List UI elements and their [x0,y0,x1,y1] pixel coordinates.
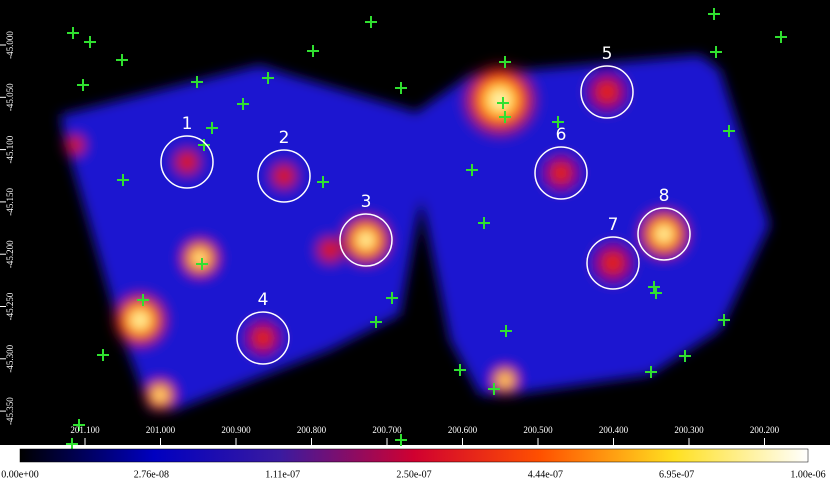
green-markers [66,8,787,450]
source-region [160,135,214,189]
x-tick-label: 201.000 [146,425,176,435]
marker-cross [386,292,398,304]
x-tick-label: 201.100 [70,425,100,435]
marker-cross [237,98,249,110]
source-label: 5 [602,44,613,64]
marker-cross [370,316,382,328]
colorbar-label: 1.11e-07 [265,469,300,480]
x-tick-label: 200.900 [221,425,251,435]
source-label: 3 [361,192,372,212]
marker-cross [196,258,208,270]
marker-cross [365,16,377,28]
source-region [580,65,634,119]
marker-cross [552,116,564,128]
marker-cross [466,164,478,176]
marker-cross [97,349,109,361]
source-region [586,236,640,290]
x-tick-label: 200.200 [750,425,780,435]
marker-cross [478,217,490,229]
marker-cross [262,72,274,84]
x-tick-label: 200.600 [448,425,478,435]
marker-cross [708,8,720,20]
y-tick-label: -45.200 [5,240,15,268]
colorbar-label: 6.95e-07 [659,469,694,480]
marker-cross [66,438,78,450]
y-tick-label: -45.250 [5,292,15,320]
y-tick-label: -45.000 [5,31,15,59]
marker-cross [497,97,509,109]
source-region [637,207,691,261]
source-label: 7 [608,215,619,235]
colorbar-label: 1.00e-06 [790,469,825,480]
marker-cross [775,31,787,43]
colorbar-label: 0.00e+00 [1,469,39,480]
marker-cross [499,56,511,68]
source-label: 6 [556,125,567,145]
y-tick-label: -45.300 [5,344,15,372]
x-tick-label: 200.800 [297,425,327,435]
marker-cross [395,82,407,94]
marker-cross [116,54,128,66]
x-tick-label: 200.700 [372,425,402,435]
x-tick-label: 200.300 [674,425,704,435]
marker-cross [723,125,735,137]
marker-cross [454,364,466,376]
x-tick-label: 200.500 [523,425,553,435]
marker-cross [499,111,511,123]
y-tick-label: -45.350 [5,397,15,425]
source-region [339,213,393,267]
colorbar-label: 4.44e-07 [528,469,563,480]
marker-cross [206,122,218,134]
source-region [257,149,311,203]
source-region [534,146,588,200]
y-tick-label: -45.050 [5,83,15,111]
marker-cross [718,314,730,326]
marker-cross [710,46,722,58]
marker-cross [395,434,407,446]
marker-cross [67,27,79,39]
marker-cross [198,139,210,151]
source-label: 8 [659,186,670,206]
y-tick-label: -45.100 [5,135,15,163]
source-label: 1 [182,114,193,134]
marker-cross [679,350,691,362]
marker-cross [500,325,512,337]
marker-cross [73,419,85,431]
marker-cross [488,383,500,395]
y-tick-label: -45.150 [5,188,15,216]
colorbar-label: 2.76e-08 [134,469,169,480]
source-label: 2 [279,128,290,148]
marker-cross [317,176,329,188]
marker-cross [191,76,203,88]
exposure-tiles [60,55,770,413]
marker-cross [307,45,319,57]
source-region [236,311,290,365]
colorbar-label: 2.50e-07 [396,469,431,480]
marker-cross [84,36,96,48]
marker-cross [137,294,149,306]
marker-cross [117,174,129,186]
marker-cross [650,287,662,299]
marker-cross [648,281,660,293]
source-label: 4 [258,290,269,310]
marker-cross [77,79,89,91]
x-tick-label: 200.400 [599,425,629,435]
colorbar [19,448,809,463]
marker-cross [645,366,657,378]
